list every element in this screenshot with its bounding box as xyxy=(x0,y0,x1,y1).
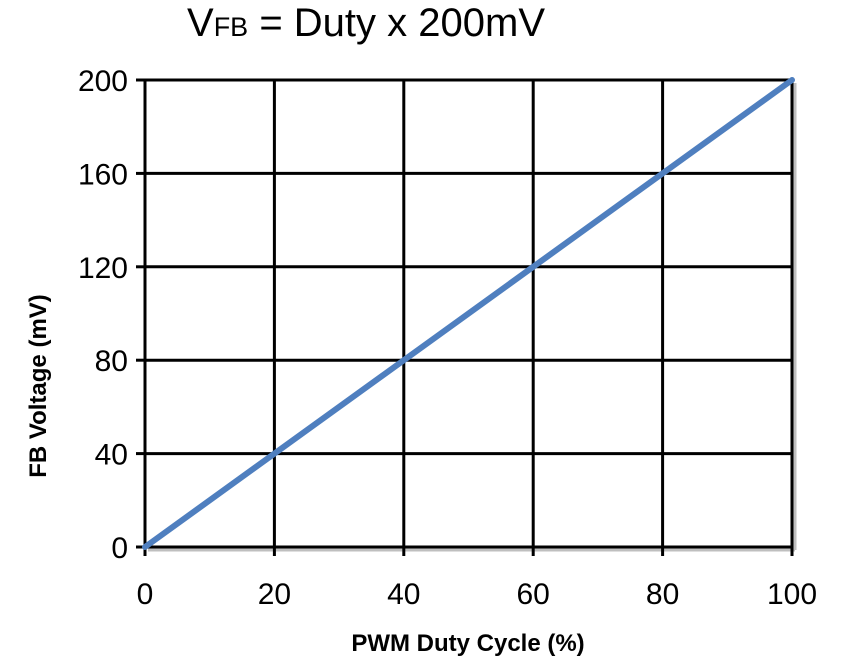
x-axis-label: PWM Duty Cycle (%) xyxy=(351,630,584,657)
chart-title-base: V xyxy=(187,1,214,45)
x-tick-labels: 0 20 40 60 80 100 xyxy=(137,578,817,611)
y-tick-label: 120 xyxy=(78,252,128,285)
chart-title-rest: = Duty x 200mV xyxy=(248,1,545,45)
x-tick-label: 0 xyxy=(137,578,154,611)
y-axis-label: FB Voltage (mV) xyxy=(25,294,52,478)
x-tick-label: 80 xyxy=(646,578,679,611)
y-tick-labels: 0 40 80 120 160 200 xyxy=(78,65,128,565)
chart-title-subscript: FB xyxy=(214,12,249,42)
plot-series xyxy=(142,77,795,550)
y-tick-label: 200 xyxy=(78,65,128,98)
plot-frame xyxy=(143,78,794,549)
plot-grid xyxy=(145,80,792,547)
y-tick-label: 40 xyxy=(95,439,128,472)
y-tick-label: 160 xyxy=(78,158,128,191)
series-line xyxy=(142,77,795,550)
chart-title: VFB = Duty x 200mV xyxy=(187,1,545,45)
y-tick-label: 0 xyxy=(111,532,128,565)
y-tick-label: 80 xyxy=(95,345,128,378)
plot-axes xyxy=(136,78,797,556)
x-tick-label: 20 xyxy=(258,578,291,611)
x-tick-label: 60 xyxy=(517,578,550,611)
x-tick-label: 40 xyxy=(387,578,420,611)
x-tick-label: 100 xyxy=(767,578,817,611)
